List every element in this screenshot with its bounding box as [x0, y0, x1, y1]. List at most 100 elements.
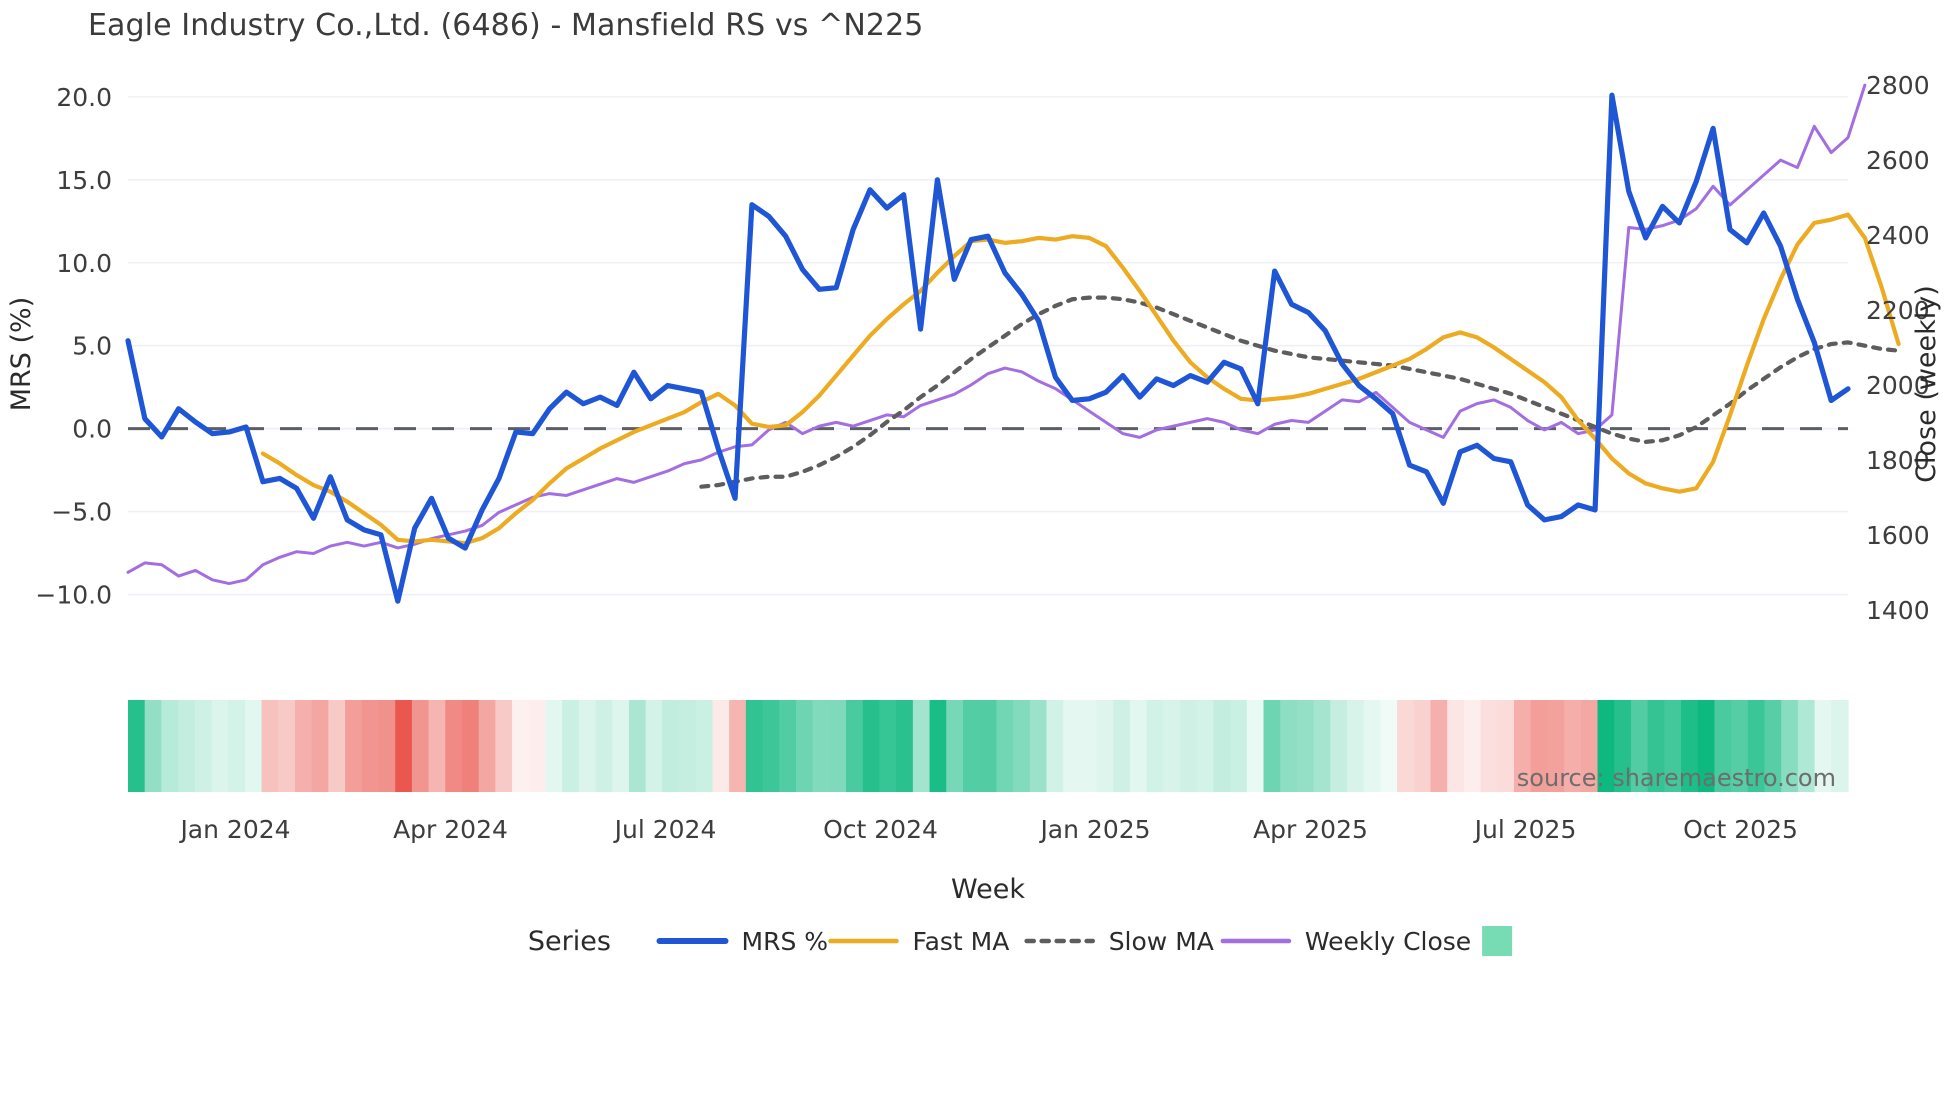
- y-tick-label-right: 2200: [1866, 296, 1930, 325]
- heatmap-cell: [1230, 700, 1248, 792]
- heatmap-cell: [1764, 700, 1782, 792]
- source-note-text: source: sharemaestro.com: [1517, 764, 1836, 792]
- heatmap-cell: [1430, 700, 1448, 792]
- heatmap-cell: [1313, 700, 1331, 792]
- heatmap-cell: [1480, 700, 1498, 792]
- heatmap-cell: [1564, 700, 1582, 792]
- heatmap-cell: [1196, 700, 1215, 792]
- heatmap-cell: [1146, 700, 1164, 792]
- heatmap-cell: [1747, 700, 1766, 792]
- y-tick-label-left: 0.0: [72, 415, 112, 444]
- heatmap-cell: [161, 700, 179, 792]
- heatmap-cell: [261, 700, 279, 792]
- legend-label-fast-ma[interactable]: Fast MA: [913, 927, 1010, 956]
- y-tick-label-left: −5.0: [51, 498, 112, 527]
- heatmap-cell: [1831, 700, 1849, 792]
- heatmap-cell: [679, 700, 697, 792]
- y-tick-label-right: 1800: [1866, 446, 1930, 475]
- heatmap-cell: [228, 700, 246, 792]
- heatmap-cell: [178, 700, 196, 792]
- y-axis-right: 2800 2600 2400 2200 2000 1800 1600 1400 Close (w…: [1866, 71, 1942, 625]
- y-tick-label-right: 2000: [1866, 371, 1930, 400]
- heatmap-cell: [1263, 700, 1281, 792]
- heatmap-cell: [979, 700, 997, 792]
- heatmap-cell: [1731, 700, 1749, 792]
- heatmap-cell: [311, 700, 329, 792]
- heatmap-cell: [1363, 700, 1382, 792]
- heatmap-cell: [1714, 700, 1732, 792]
- heatmap-cell: [912, 700, 931, 792]
- heatmap-cell: [1514, 700, 1532, 792]
- y-tick-label-right: 1600: [1866, 521, 1930, 550]
- heatmap-cell: [395, 700, 413, 792]
- heatmap-cell: [512, 700, 530, 792]
- source-note: source: sharemaestro.com: [1517, 764, 1836, 792]
- heatmap-cell: [144, 700, 162, 792]
- heatmap-cell: [244, 700, 263, 792]
- heatmap-cell: [628, 700, 647, 792]
- legend-label-weekly-close[interactable]: Weekly Close: [1305, 927, 1471, 956]
- heatmap-cell: [278, 700, 296, 792]
- y-axis-left: 20.0 15.0 10.0 5.0 0.0 −5.0 −10.0 MRS (%): [6, 83, 112, 610]
- heatmap-cell: [645, 700, 663, 792]
- y-tick-label-left: 10.0: [56, 249, 112, 278]
- heatmap-cell: [1347, 700, 1365, 792]
- heatmap-cell: [729, 700, 747, 792]
- heatmap-cell: [428, 700, 446, 792]
- heatmap-cell: [1597, 700, 1615, 792]
- heatmap-cell: [495, 700, 513, 792]
- heatmap-cell: [795, 700, 814, 792]
- heatmap-cell: [762, 700, 780, 792]
- legend-title: Series: [528, 926, 611, 957]
- heatmap-cell: [896, 700, 914, 792]
- heatmap-cell: [712, 700, 730, 792]
- x-tick-label: Jan 2024: [178, 815, 290, 844]
- heatmap-cell: [962, 700, 981, 792]
- y-tick-label-left: 20.0: [56, 83, 112, 112]
- x-tick-label: Apr 2025: [1253, 815, 1368, 844]
- heatmap-cell: [1681, 700, 1699, 792]
- x-axis-label: Week: [951, 874, 1025, 905]
- x-tick-label: Oct 2025: [1683, 815, 1798, 844]
- heatmap-cell: [1296, 700, 1315, 792]
- heatmap-cell: [1781, 700, 1799, 792]
- heatmap-cell: [1079, 700, 1098, 792]
- legend-label-slow-ma[interactable]: Slow MA: [1109, 927, 1214, 956]
- heatmap-cell: [779, 700, 797, 792]
- heatmap-cell: [829, 700, 847, 792]
- heatmap-cell: [1246, 700, 1265, 792]
- heatmap-cell: [1697, 700, 1716, 792]
- heatmap-cell: [1580, 700, 1599, 792]
- heatmap-cell: [946, 700, 964, 792]
- heatmap-cell: [545, 700, 563, 792]
- heatmap-cell: [1280, 700, 1298, 792]
- heatmap-cell: [846, 700, 864, 792]
- heatmap-cell: [595, 700, 613, 792]
- heatmap-cell: [1614, 700, 1632, 792]
- heatmap-cell: [1013, 700, 1031, 792]
- heatmap-cell: [612, 700, 630, 792]
- y-tick-label-right: 2400: [1866, 221, 1930, 250]
- heatmap-cell: [812, 700, 830, 792]
- heatmap-cell: [378, 700, 396, 792]
- x-axis: Jan 2024 Apr 2024 Jul 2024 Oct 2024 Jan 2025…: [178, 815, 1797, 905]
- gridlines: [128, 96, 1848, 596]
- legend-label-mrs-[interactable]: MRS %: [742, 927, 829, 956]
- heatmap-cell: [478, 700, 496, 792]
- x-tick-label: Jan 2025: [1038, 815, 1150, 844]
- heatmap-cell: [562, 700, 580, 792]
- heatmap-cell: [1530, 700, 1549, 792]
- heatmap-cell: [294, 700, 313, 792]
- legend-swatch-heatmap[interactable]: [1482, 926, 1513, 956]
- heatmap-cell: [328, 700, 346, 792]
- heatmap-cell: [1497, 700, 1515, 792]
- heatmap-cell: [745, 700, 764, 792]
- heatmap-cell: [1397, 700, 1415, 792]
- heatmap-cell: [461, 700, 480, 792]
- series-line-fast-ma: [260, 212, 1901, 546]
- heatmap-cell: [194, 700, 213, 792]
- y-tick-label-left: −10.0: [35, 581, 112, 610]
- heatmap-cell: [1664, 700, 1682, 792]
